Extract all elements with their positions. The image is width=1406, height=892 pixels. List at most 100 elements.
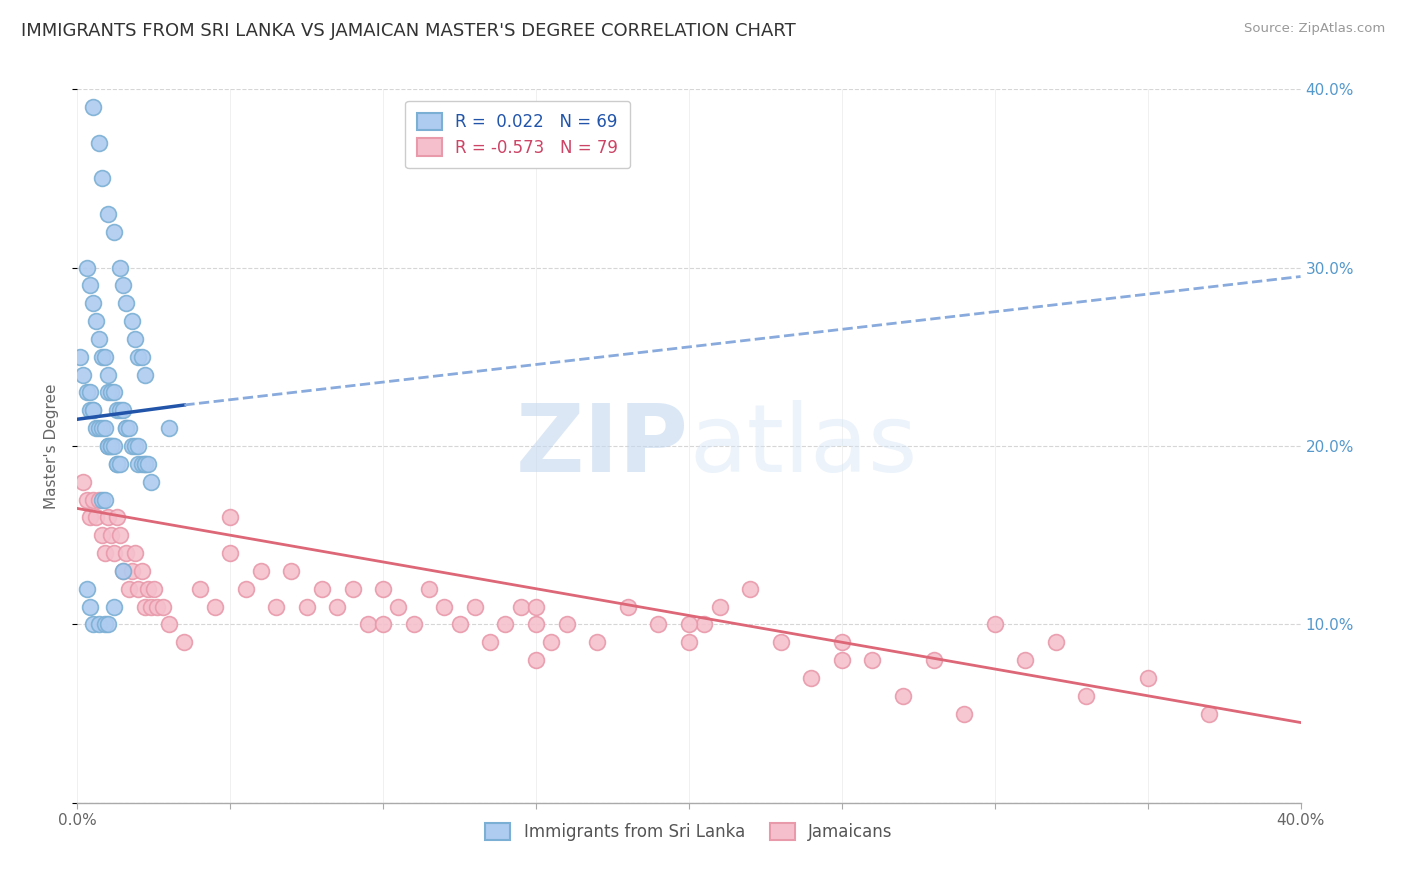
Point: [112, 564, 135, 578]
Point: [108, 403, 131, 417]
Point: [1014, 653, 1036, 667]
Point: [94, 421, 117, 435]
Point: [678, 635, 700, 649]
Point: [709, 599, 731, 614]
Point: [76, 385, 98, 400]
Point: [103, 439, 125, 453]
Point: [342, 582, 364, 596]
Point: [953, 706, 976, 721]
Point: [94, 492, 117, 507]
Point: [127, 439, 149, 453]
Point: [112, 403, 135, 417]
Point: [118, 582, 141, 596]
Point: [831, 635, 853, 649]
Point: [115, 421, 138, 435]
Point: [103, 599, 125, 614]
Point: [464, 599, 486, 614]
Point: [387, 599, 409, 614]
Point: [740, 582, 762, 596]
Point: [219, 546, 242, 560]
Point: [103, 385, 125, 400]
Point: [139, 599, 162, 614]
Point: [479, 635, 502, 649]
Point: [87, 332, 110, 346]
Point: [84, 421, 107, 435]
Point: [131, 457, 153, 471]
Point: [891, 689, 914, 703]
Point: [112, 278, 135, 293]
Point: [131, 564, 153, 578]
Point: [72, 475, 94, 489]
Point: [115, 296, 138, 310]
Point: [1136, 671, 1159, 685]
Point: [433, 599, 456, 614]
Point: [121, 314, 143, 328]
Point: [152, 599, 174, 614]
Point: [79, 385, 101, 400]
Point: [124, 439, 146, 453]
Point: [76, 582, 98, 596]
Point: [127, 350, 149, 364]
Point: [108, 457, 131, 471]
Point: [90, 528, 112, 542]
Point: [87, 492, 110, 507]
Point: [97, 439, 120, 453]
Point: [100, 439, 122, 453]
Point: [76, 492, 98, 507]
Point: [371, 582, 394, 596]
Point: [984, 617, 1007, 632]
Point: [79, 510, 101, 524]
Point: [124, 332, 146, 346]
Point: [103, 225, 125, 239]
Point: [769, 635, 792, 649]
Point: [105, 457, 128, 471]
Point: [97, 385, 120, 400]
Point: [87, 421, 110, 435]
Point: [146, 599, 169, 614]
Point: [862, 653, 884, 667]
Point: [678, 617, 700, 632]
Point: [108, 260, 131, 275]
Point: [105, 403, 128, 417]
Point: [173, 635, 195, 649]
Point: [82, 617, 104, 632]
Point: [97, 510, 120, 524]
Point: [82, 403, 104, 417]
Point: [540, 635, 562, 649]
Point: [509, 599, 531, 614]
Point: [235, 582, 257, 596]
Point: [295, 599, 318, 614]
Point: [188, 582, 211, 596]
Point: [82, 492, 104, 507]
Point: [134, 457, 156, 471]
Point: [134, 457, 156, 471]
Point: [82, 100, 104, 114]
Point: [219, 510, 242, 524]
Legend: Immigrants from Sri Lanka, Jamaicans: Immigrants from Sri Lanka, Jamaicans: [478, 816, 900, 848]
Point: [100, 385, 122, 400]
Point: [326, 599, 349, 614]
Point: [76, 260, 98, 275]
Point: [100, 528, 122, 542]
Point: [204, 599, 226, 614]
Point: [449, 617, 471, 632]
Point: [87, 136, 110, 150]
Point: [103, 546, 125, 560]
Point: [157, 617, 180, 632]
Point: [94, 617, 117, 632]
Point: [79, 599, 101, 614]
Text: Source: ZipAtlas.com: Source: ZipAtlas.com: [1244, 22, 1385, 36]
Point: [90, 421, 112, 435]
Point: [108, 528, 131, 542]
Point: [831, 653, 853, 667]
Point: [121, 564, 143, 578]
Point: [94, 546, 117, 560]
Point: [118, 421, 141, 435]
Point: [555, 617, 578, 632]
Point: [79, 278, 101, 293]
Point: [264, 599, 287, 614]
Point: [250, 564, 273, 578]
Point: [115, 546, 138, 560]
Point: [922, 653, 945, 667]
Point: [693, 617, 716, 632]
